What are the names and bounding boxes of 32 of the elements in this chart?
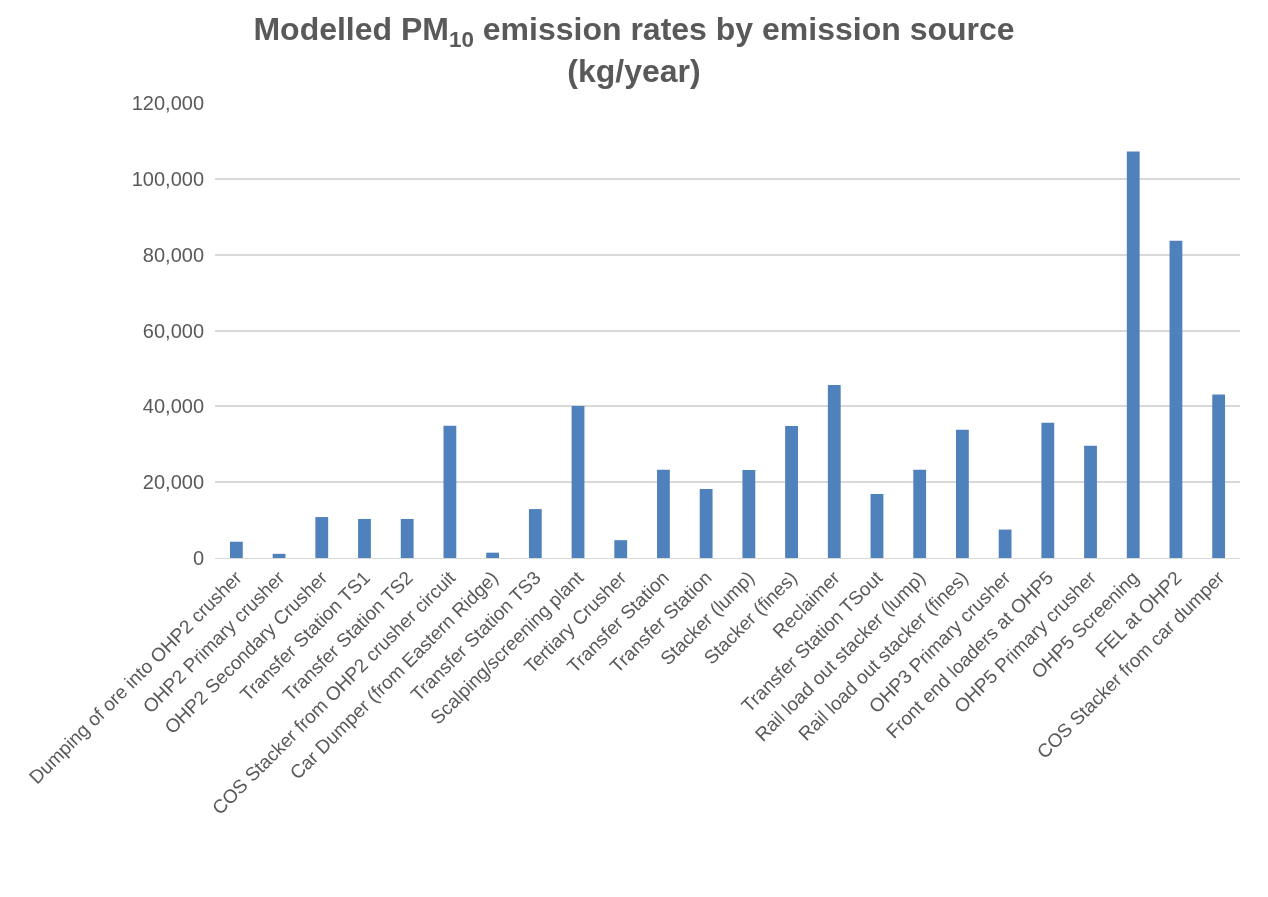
y-tick-label: 20,000	[142, 471, 204, 494]
bar	[272, 553, 286, 558]
y-tick-label: 80,000	[142, 243, 204, 266]
chart-title: Modelled PM$_{10}$ emission rates by emission source (kg/year)	[253, 11, 1015, 89]
bar	[742, 470, 756, 558]
bar	[229, 541, 243, 558]
y-tick-label: 120,000	[131, 92, 204, 114]
bar	[1041, 422, 1055, 558]
bar	[358, 518, 371, 558]
bar	[657, 469, 670, 558]
bar	[870, 493, 884, 558]
bar	[998, 529, 1012, 558]
bar	[1169, 240, 1183, 558]
bar	[315, 517, 329, 558]
bar	[528, 509, 542, 558]
bar	[785, 426, 798, 558]
bar	[486, 552, 500, 558]
bar	[1126, 151, 1140, 558]
bar	[913, 469, 927, 558]
bar	[699, 488, 713, 558]
bar	[827, 385, 841, 558]
y-tick-label: 100,000	[131, 167, 204, 190]
y-tick-label: 40,000	[142, 395, 204, 418]
bar	[1084, 445, 1097, 558]
bar	[571, 405, 585, 558]
bar	[1212, 394, 1226, 558]
bar	[443, 425, 457, 558]
bar	[955, 429, 969, 558]
y-tick-label: 0	[192, 547, 204, 569]
y-tick-label: 60,000	[142, 319, 204, 342]
bar	[614, 540, 628, 558]
bar	[400, 518, 414, 558]
